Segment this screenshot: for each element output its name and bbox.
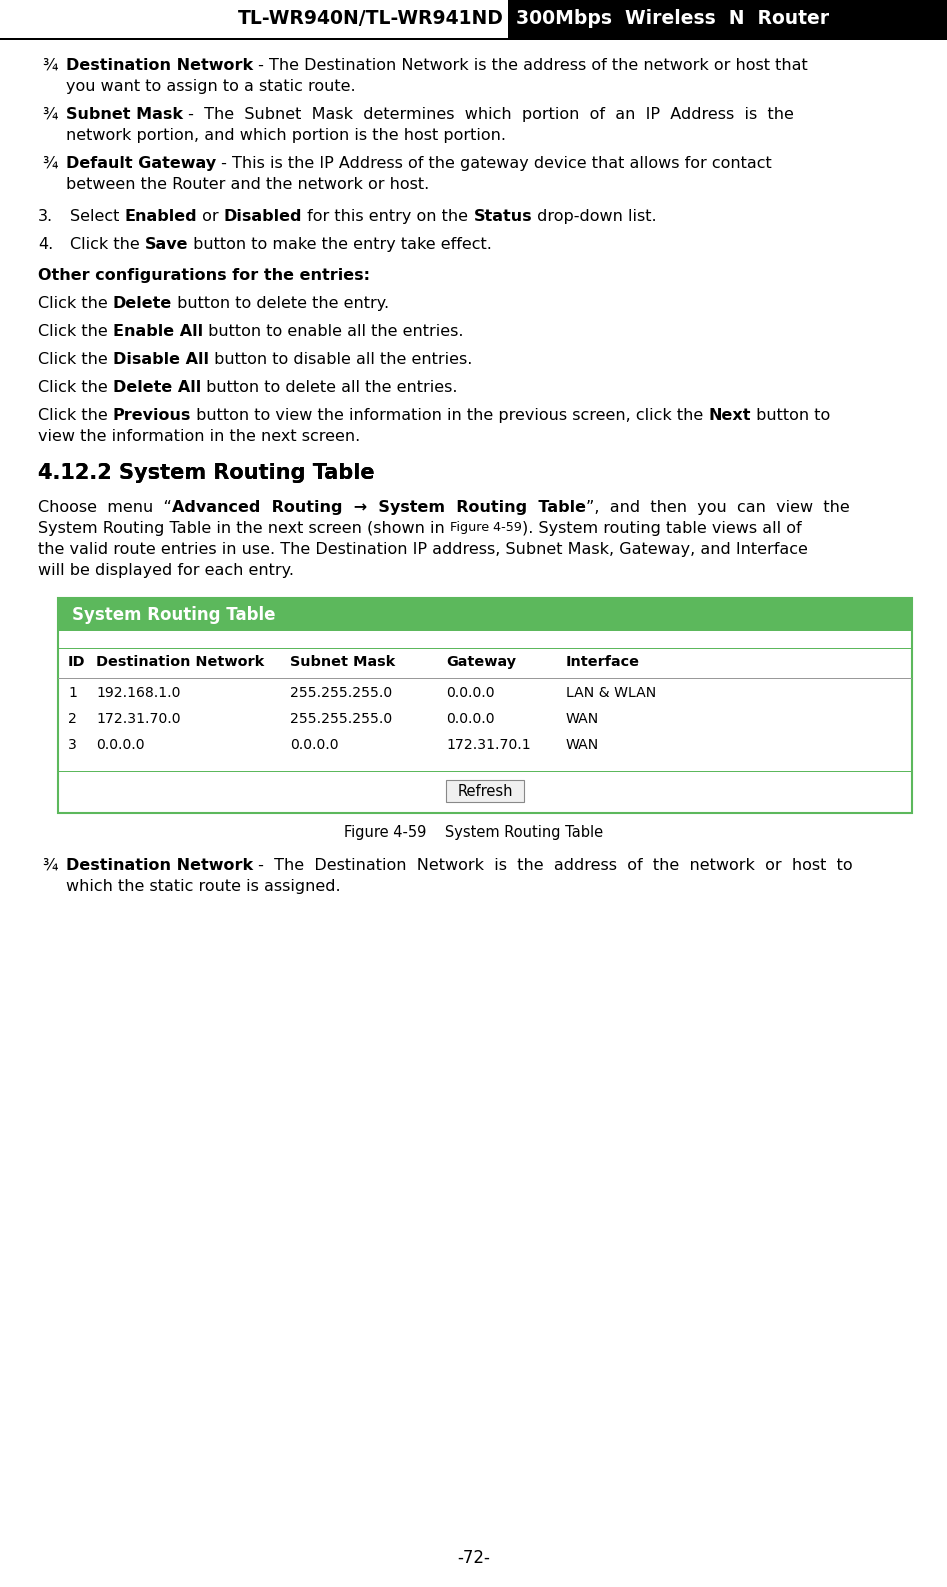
Text: -72-: -72- — [457, 1549, 490, 1566]
Bar — [508, 0, 947, 38]
Text: network portion, and which portion is the host portion.: network portion, and which portion is th… — [66, 129, 506, 143]
Text: Click the: Click the — [38, 408, 113, 424]
Text: Click the: Click the — [38, 379, 113, 395]
Text: Click the: Click the — [38, 324, 113, 340]
Text: Previous: Previous — [113, 408, 191, 424]
Text: Figure 4-59: Figure 4-59 — [450, 521, 522, 533]
Text: Click the: Click the — [38, 352, 113, 367]
Text: Disabled: Disabled — [223, 209, 302, 224]
Text: Disable All: Disable All — [113, 352, 209, 367]
Text: Delete: Delete — [113, 297, 172, 311]
Text: Subnet Mask: Subnet Mask — [290, 655, 395, 670]
Text: WAN: WAN — [566, 738, 599, 752]
Text: button to disable all the entries.: button to disable all the entries. — [209, 352, 473, 367]
Text: button to delete all the entries.: button to delete all the entries. — [201, 379, 457, 395]
Text: Advanced  Routing  →  System  Routing  Table: Advanced Routing → System Routing Table — [171, 500, 586, 516]
Text: Default Gateway: Default Gateway — [66, 156, 216, 171]
Text: ”,  and  then  you  can  view  the: ”, and then you can view the — [586, 500, 849, 516]
Text: Click the: Click the — [38, 297, 113, 311]
Text: Click the: Click the — [70, 236, 145, 252]
Text: 3: 3 — [68, 738, 77, 752]
Bar — [58, 598, 912, 813]
Text: 2: 2 — [68, 713, 77, 725]
Text: 0.0.0.0: 0.0.0.0 — [290, 738, 338, 752]
Text: 3.: 3. — [38, 209, 53, 224]
Text: 255.255.255.0: 255.255.255.0 — [290, 686, 392, 700]
Text: Choose  menu  “: Choose menu “ — [38, 500, 171, 516]
Text: between the Router and the network or host.: between the Router and the network or ho… — [66, 178, 429, 192]
Text: which the static route is assigned.: which the static route is assigned. — [66, 879, 341, 893]
Text: button to: button to — [751, 408, 831, 424]
Text: Status: Status — [474, 209, 532, 224]
Text: 0.0.0.0: 0.0.0.0 — [96, 738, 145, 752]
Text: Save: Save — [145, 236, 188, 252]
Text: button to make the entry take effect.: button to make the entry take effect. — [188, 236, 492, 252]
Text: Next: Next — [708, 408, 751, 424]
Text: 172.31.70.1: 172.31.70.1 — [446, 738, 530, 752]
Text: ¾: ¾ — [42, 59, 58, 73]
Text: 1: 1 — [68, 686, 77, 700]
Text: Enable All: Enable All — [113, 324, 203, 340]
Text: Enabled: Enabled — [124, 209, 197, 224]
Text: button to delete the entry.: button to delete the entry. — [172, 297, 389, 311]
Text: 255.255.255.0: 255.255.255.0 — [290, 713, 392, 725]
Text: ID: ID — [68, 655, 85, 670]
Text: Interface: Interface — [566, 655, 640, 670]
Text: - This is the IP Address of the gateway device that allows for contact: - This is the IP Address of the gateway … — [216, 156, 772, 171]
Text: 0.0.0.0: 0.0.0.0 — [446, 713, 494, 725]
Text: for this entry on the: for this entry on the — [302, 209, 474, 224]
Text: button to view the information in the previous screen, click the: button to view the information in the pr… — [191, 408, 708, 424]
Text: 192.168.1.0: 192.168.1.0 — [96, 686, 180, 700]
Text: -  The  Subnet  Mask  determines  which  portion  of  an  IP  Address  is  the: - The Subnet Mask determines which porti… — [183, 106, 794, 122]
Text: System Routing Table: System Routing Table — [72, 606, 276, 624]
Text: TL-WR940N/TL-WR941ND: TL-WR940N/TL-WR941ND — [238, 10, 504, 29]
Bar — [0, 38, 947, 40]
Text: 0.0.0.0: 0.0.0.0 — [446, 686, 494, 700]
Text: you want to assign to a static route.: you want to assign to a static route. — [66, 79, 356, 94]
Text: Subnet Mask: Subnet Mask — [66, 106, 183, 122]
Text: Other configurations for the entries:: Other configurations for the entries: — [38, 268, 370, 282]
Bar — [446, 779, 524, 801]
Text: 300Mbps  Wireless  N  Router: 300Mbps Wireless N Router — [516, 10, 830, 29]
Text: view the information in the next screen.: view the information in the next screen. — [38, 428, 360, 444]
Text: 172.31.70.0: 172.31.70.0 — [96, 713, 181, 725]
Text: Select: Select — [70, 209, 124, 224]
Text: System Routing Table in the next screen (shown in: System Routing Table in the next screen … — [38, 521, 450, 536]
Text: drop-down list.: drop-down list. — [532, 209, 657, 224]
Text: ¾: ¾ — [42, 156, 58, 171]
Text: -  The  Destination  Network  is  the  address  of  the  network  or  host  to: - The Destination Network is the address… — [253, 859, 852, 873]
Text: ). System routing table views all of: ). System routing table views all of — [522, 521, 801, 536]
Text: - The Destination Network is the address of the network or host that: - The Destination Network is the address… — [253, 59, 808, 73]
Text: ¾: ¾ — [42, 859, 58, 873]
Text: Delete All: Delete All — [113, 379, 201, 395]
Text: LAN & WLAN: LAN & WLAN — [566, 686, 656, 700]
Text: the valid route entries in use. The Destination IP address, Subnet Mask, Gateway: the valid route entries in use. The Dest… — [38, 543, 808, 557]
Text: or: or — [197, 209, 223, 224]
Text: button to enable all the entries.: button to enable all the entries. — [203, 324, 463, 340]
Text: Figure 4-59    System Routing Table: Figure 4-59 System Routing Table — [344, 825, 603, 840]
Text: 4.: 4. — [38, 236, 53, 252]
Text: will be displayed for each entry.: will be displayed for each entry. — [38, 563, 294, 578]
Bar — [58, 598, 912, 632]
Text: WAN: WAN — [566, 713, 599, 725]
Text: Destination Network: Destination Network — [66, 859, 253, 873]
Text: Destination Network: Destination Network — [96, 655, 264, 670]
Text: ¾: ¾ — [42, 106, 58, 122]
Bar — [0, 0, 508, 38]
Text: Destination Network: Destination Network — [66, 59, 253, 73]
Text: Gateway: Gateway — [446, 655, 516, 670]
Text: 4.12.2 System Routing Table: 4.12.2 System Routing Table — [38, 463, 375, 482]
Text: 4.12.2 System Routing Table: 4.12.2 System Routing Table — [38, 463, 375, 482]
Text: Refresh: Refresh — [457, 784, 512, 798]
